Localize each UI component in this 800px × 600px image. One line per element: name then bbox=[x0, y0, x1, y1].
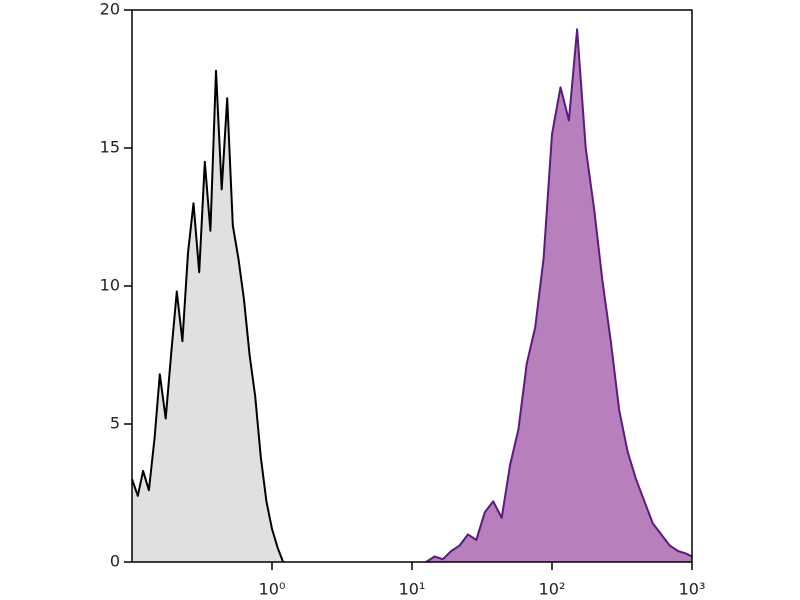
y-tick-label: 15 bbox=[100, 138, 120, 157]
x-tick-label: 10³ bbox=[679, 580, 706, 599]
series-line bbox=[131, 69, 285, 563]
y-tick-label: 0 bbox=[110, 552, 120, 571]
x-tick-label: 10² bbox=[539, 580, 566, 599]
y-tick-label: 20 bbox=[100, 0, 120, 19]
x-tick-label: 10⁰ bbox=[259, 580, 286, 599]
series-line bbox=[425, 28, 693, 563]
area-fill bbox=[426, 29, 692, 563]
x-tick-label: 10¹ bbox=[399, 580, 426, 599]
y-tick-label: 5 bbox=[110, 414, 120, 433]
area-fill bbox=[132, 70, 284, 562]
y-tick-label: 10 bbox=[100, 276, 120, 295]
